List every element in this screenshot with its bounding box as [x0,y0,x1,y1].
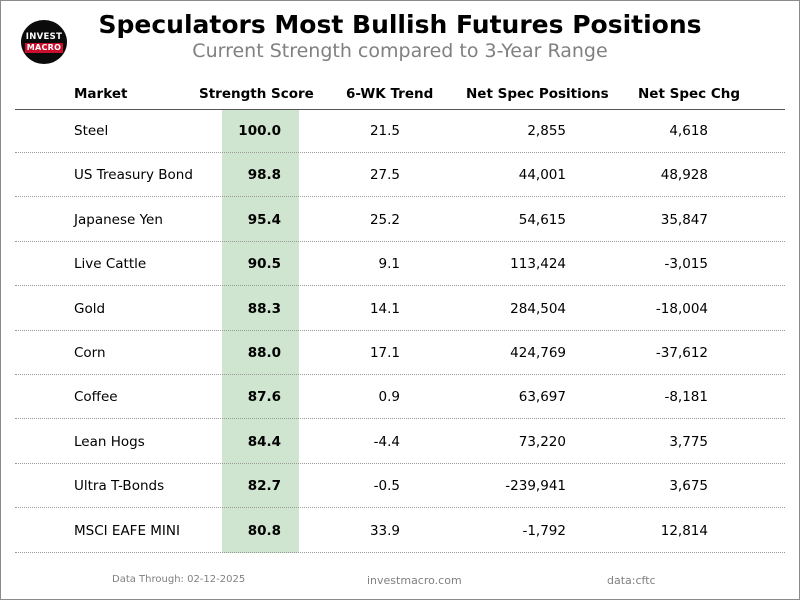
net-spec-positions-cell: 54,615 [518,211,566,228]
strength-score-cell: 80.8 [247,522,281,539]
table-row: Corn 88.0 17.1 424,769 -37,612 [15,331,785,375]
net-spec-change-cell: -37,612 [655,345,708,361]
table-row: Gold 88.3 14.1 284,504 -18,004 [15,287,785,331]
trend-cell: 9.1 [378,256,400,273]
net-spec-positions-cell: 113,424 [510,256,566,273]
net-spec-change-cell: -18,004 [655,300,708,317]
logo-text-macro: MACRO [24,42,64,53]
market-cell: Lean Hogs [74,433,145,450]
net-spec-positions-cell: 63,697 [518,389,566,406]
strength-score-cell: 84.4 [247,433,281,450]
net-spec-positions-cell: -239,941 [505,478,566,495]
trend-cell: 0.9 [378,389,400,406]
net-spec-change-cell: 48,928 [660,167,708,184]
net-spec-change-cell: -8,181 [664,389,708,406]
table-row: Coffee 87.6 0.9 63,697 -8,181 [15,375,785,420]
footer-source: data:cftc [607,574,656,587]
column-header-market: Market [74,86,128,102]
net-spec-change-cell: -3,015 [664,256,708,273]
net-spec-positions-cell: 44,001 [518,167,566,184]
trend-cell: 21.5 [369,123,400,139]
header-divider [15,109,785,110]
chart-title: Speculators Most Bullish Futures Positio… [98,10,702,39]
net-spec-change-cell: 35,847 [660,211,708,228]
chart-subtitle: Current Strength compared to 3-Year Rang… [192,40,608,62]
net-spec-positions-cell: 73,220 [518,433,566,450]
net-spec-change-cell: 3,675 [669,478,708,495]
trend-cell: 33.9 [369,522,400,539]
net-spec-positions-cell: 424,769 [510,345,566,361]
net-spec-change-cell: 4,618 [669,123,708,139]
strength-score-cell: 88.0 [247,345,281,361]
net-spec-positions-cell: 2,855 [527,123,566,139]
column-header-net-spec-chg: Net Spec Chg [638,86,741,102]
net-spec-positions-cell: -1,792 [522,522,566,539]
table-row: Ultra T-Bonds 82.7 -0.5 -239,941 3,675 [15,464,785,509]
market-cell: MSCI EAFE MINI [74,522,180,539]
strength-score-cell: 98.8 [247,167,281,184]
table-row: Live Cattle 90.5 9.1 113,424 -3,015 [15,242,785,287]
table-row: MSCI EAFE MINI 80.8 33.9 -1,792 12,814 [15,509,785,553]
market-cell: Japanese Yen [74,211,163,228]
trend-cell: 14.1 [369,300,400,317]
strength-score-cell: 90.5 [247,256,281,273]
strength-score-highlight [222,110,299,553]
table-row: US Treasury Bond 98.8 27.5 44,001 48,928 [15,153,785,198]
market-cell: Ultra T-Bonds [74,478,165,495]
net-spec-change-cell: 12,814 [660,522,708,539]
market-cell: Corn [74,345,106,361]
column-header-strength-score: Strength Score [199,86,314,102]
trend-cell: 25.2 [369,211,400,228]
table-row: Japanese Yen 95.4 25.2 54,615 35,847 [15,198,785,242]
net-spec-positions-cell: 284,504 [510,300,566,317]
footer-site: investmacro.com [367,574,462,587]
strength-score-cell: 95.4 [247,211,281,228]
strength-score-cell: 87.6 [247,389,281,406]
strength-score-cell: 100.0 [238,123,281,139]
footer-data-through: Data Through: 02-12-2025 [112,574,246,585]
trend-cell: 27.5 [369,167,400,184]
trend-cell: -4.4 [373,433,400,450]
trend-cell: 17.1 [369,345,400,361]
column-header-6wk-trend: 6-WK Trend [346,86,434,102]
column-header-net-spec-positions: Net Spec Positions [466,86,609,102]
table-row: Lean Hogs 84.4 -4.4 73,220 3,775 [15,420,785,464]
net-spec-change-cell: 3,775 [669,433,708,450]
logo-text-invest: INVEST [25,31,63,42]
market-cell: Gold [74,300,106,317]
strength-score-cell: 88.3 [247,300,281,317]
market-cell: US Treasury Bond [74,167,193,184]
strength-score-cell: 82.7 [247,478,281,495]
market-cell: Coffee [74,389,118,406]
market-cell: Live Cattle [74,256,147,273]
investmacro-logo: INVEST MACRO [21,20,67,64]
market-cell: Steel [74,123,109,139]
trend-cell: -0.5 [373,478,400,495]
table-row: Steel 100.0 21.5 2,855 4,618 [15,109,785,153]
